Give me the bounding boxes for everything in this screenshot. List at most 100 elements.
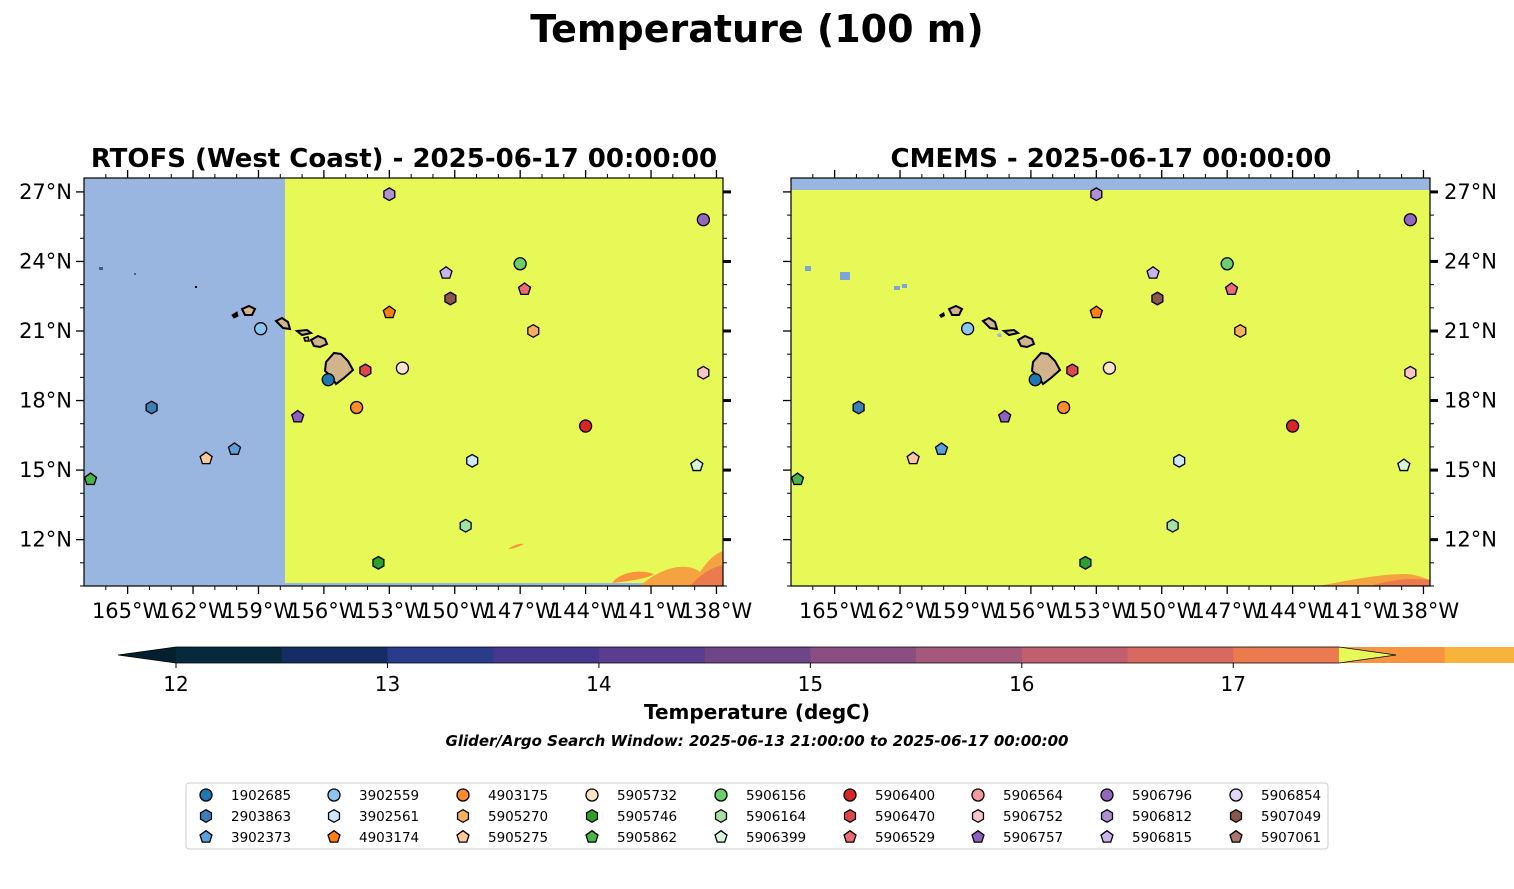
float-marker-2903863: [852, 400, 865, 415]
legend-label: 4903174: [359, 830, 419, 846]
lon-tick-label: 162°W: [864, 599, 936, 623]
lat-tick-label: 15°N: [19, 458, 72, 482]
float-marker-1902685: [1028, 373, 1042, 387]
legend-label: 5906854: [1261, 788, 1321, 804]
lon-tick-label: 147°W: [484, 599, 556, 623]
island-molokai: [1001, 328, 1021, 337]
legend-marker-5905732: [585, 788, 599, 802]
legend-label: 5906156: [746, 788, 806, 804]
legend-label: 5905270: [488, 809, 548, 825]
float-marker-5906529: [1224, 282, 1239, 296]
float-marker-3902561: [466, 453, 479, 468]
float-marker-5906796: [1403, 213, 1418, 227]
legend-label: 3902561: [359, 809, 419, 825]
island-niihau: [231, 311, 239, 319]
legend-marker-4903174: [327, 829, 341, 843]
lon-tick-label: 153°W: [354, 599, 426, 623]
islet-2: [840, 272, 850, 280]
island-oahu: [981, 316, 999, 331]
map-title-cmems: CMEMS - 2025-06-17 00:00:00: [891, 144, 1332, 174]
island-maui: [1016, 334, 1036, 349]
warm-patch-southeast-core: [690, 565, 723, 586]
lon-tick-label: 138°W: [681, 599, 753, 623]
float-marker-5906399: [1397, 458, 1411, 472]
warm-patch-south: [612, 571, 654, 583]
float-marker-4903174: [1089, 305, 1104, 319]
map-panel-cmems: CMEMS - 2025-06-17 00:00:00 165°W: [783, 144, 1497, 623]
legend: 1902685 2903863 3902373 3902559 3902561 49031…: [185, 782, 1329, 850]
island-kauai: [947, 304, 964, 316]
float-marker-5906812: [383, 187, 396, 202]
float-marker-2903863: [145, 400, 158, 415]
float-marker-5906156: [513, 257, 527, 271]
float-marker-5905732: [395, 361, 410, 375]
float-marker-5906815: [439, 265, 453, 279]
lat-tick-label: 24°N: [19, 249, 72, 273]
colorbar-bin: [1233, 647, 1340, 663]
lat-tick-label: 27°N: [19, 180, 72, 204]
colorbar-bin: [281, 647, 388, 663]
legend-label: 5906470: [875, 809, 935, 825]
legend-marker-5906854: [1229, 788, 1243, 802]
island-maui: [309, 334, 329, 349]
colorbar-bin: [493, 647, 600, 663]
float-marker-4903174: [382, 305, 397, 319]
lon-tick-label: 156°W: [995, 599, 1067, 623]
legend-label: 5907061: [1261, 830, 1321, 846]
islet-3: [894, 286, 900, 290]
float-marker-5906400: [1285, 419, 1300, 433]
lon-tick-label: 162°W: [157, 599, 229, 623]
float-marker-5905275: [199, 451, 213, 465]
float-marker-5906752: [697, 365, 710, 380]
float-marker-5906470: [1066, 363, 1079, 378]
legend-items: 1902685 2903863 3902373 3902559 3902561 49031…: [199, 788, 1321, 846]
lon-tick-label: 159°W: [223, 599, 295, 623]
nodata-strip-bottom: [285, 583, 723, 586]
legend-marker-5907061: [1229, 829, 1243, 843]
legend-label: 2903863: [231, 809, 291, 825]
colorbar-bin: [176, 647, 283, 663]
colorbar-tick-label: 12: [163, 672, 188, 696]
float-marker-5906815: [1146, 265, 1160, 279]
legend-marker-5906796: [1100, 788, 1114, 802]
lon-tick-label: 156°W: [288, 599, 360, 623]
float-marker-3902373: [934, 442, 949, 455]
float-marker-5907049: [444, 291, 457, 306]
legend-label: 5905732: [617, 788, 677, 804]
legend-marker-3902373: [199, 829, 213, 843]
colorbar-bin: [916, 647, 1023, 663]
lat-tick-label: 21°N: [19, 319, 72, 343]
lon-tick-label: 144°W: [1257, 599, 1329, 623]
colorbar-extend-low: [118, 647, 176, 663]
float-marker-5906757: [997, 409, 1012, 423]
float-marker-5906529: [517, 282, 532, 296]
legend-marker-5905270: [456, 808, 470, 824]
nodata-strip-top: [791, 178, 1430, 190]
legend-marker-5906815: [1100, 829, 1114, 843]
float-marker-5906399: [690, 458, 704, 472]
legend-marker-4903175: [456, 788, 470, 802]
colorbar-tick-label: 14: [586, 672, 611, 696]
map-frame-cmems: [790, 177, 1431, 587]
lat-tick-label: 12°N: [19, 528, 72, 552]
colorbar-tick-label: 16: [1009, 672, 1034, 696]
colorbar-bin: [1021, 647, 1129, 663]
float-marker-3902373: [227, 442, 242, 455]
lon-tick-label: 150°W: [419, 599, 491, 623]
float-marker-5906164: [459, 518, 472, 533]
axis-ticks-rtofs: 165°W162°W159°W156°W153°W150°W147°W144°W…: [19, 170, 752, 623]
legend-marker-5905862: [585, 829, 599, 843]
legend-marker-5906470: [843, 808, 857, 824]
colorbar-bin: [1444, 647, 1514, 663]
legend-label: 5905862: [617, 830, 677, 846]
float-marker-5906470: [359, 363, 372, 378]
lat-tick-label: 18°N: [1444, 389, 1497, 413]
float-marker-5906752: [1404, 365, 1417, 380]
float-marker-5906164: [1166, 518, 1179, 533]
lon-tick-label: 138°W: [1388, 599, 1460, 623]
ocean-field: [791, 178, 1430, 586]
legend-marker-5906812: [1100, 808, 1114, 824]
float-marker-4903175: [1056, 400, 1071, 415]
lon-tick-label: 150°W: [1126, 599, 1198, 623]
